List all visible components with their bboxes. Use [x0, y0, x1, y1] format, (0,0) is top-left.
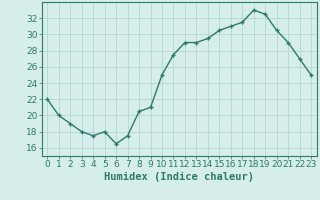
- X-axis label: Humidex (Indice chaleur): Humidex (Indice chaleur): [104, 172, 254, 182]
